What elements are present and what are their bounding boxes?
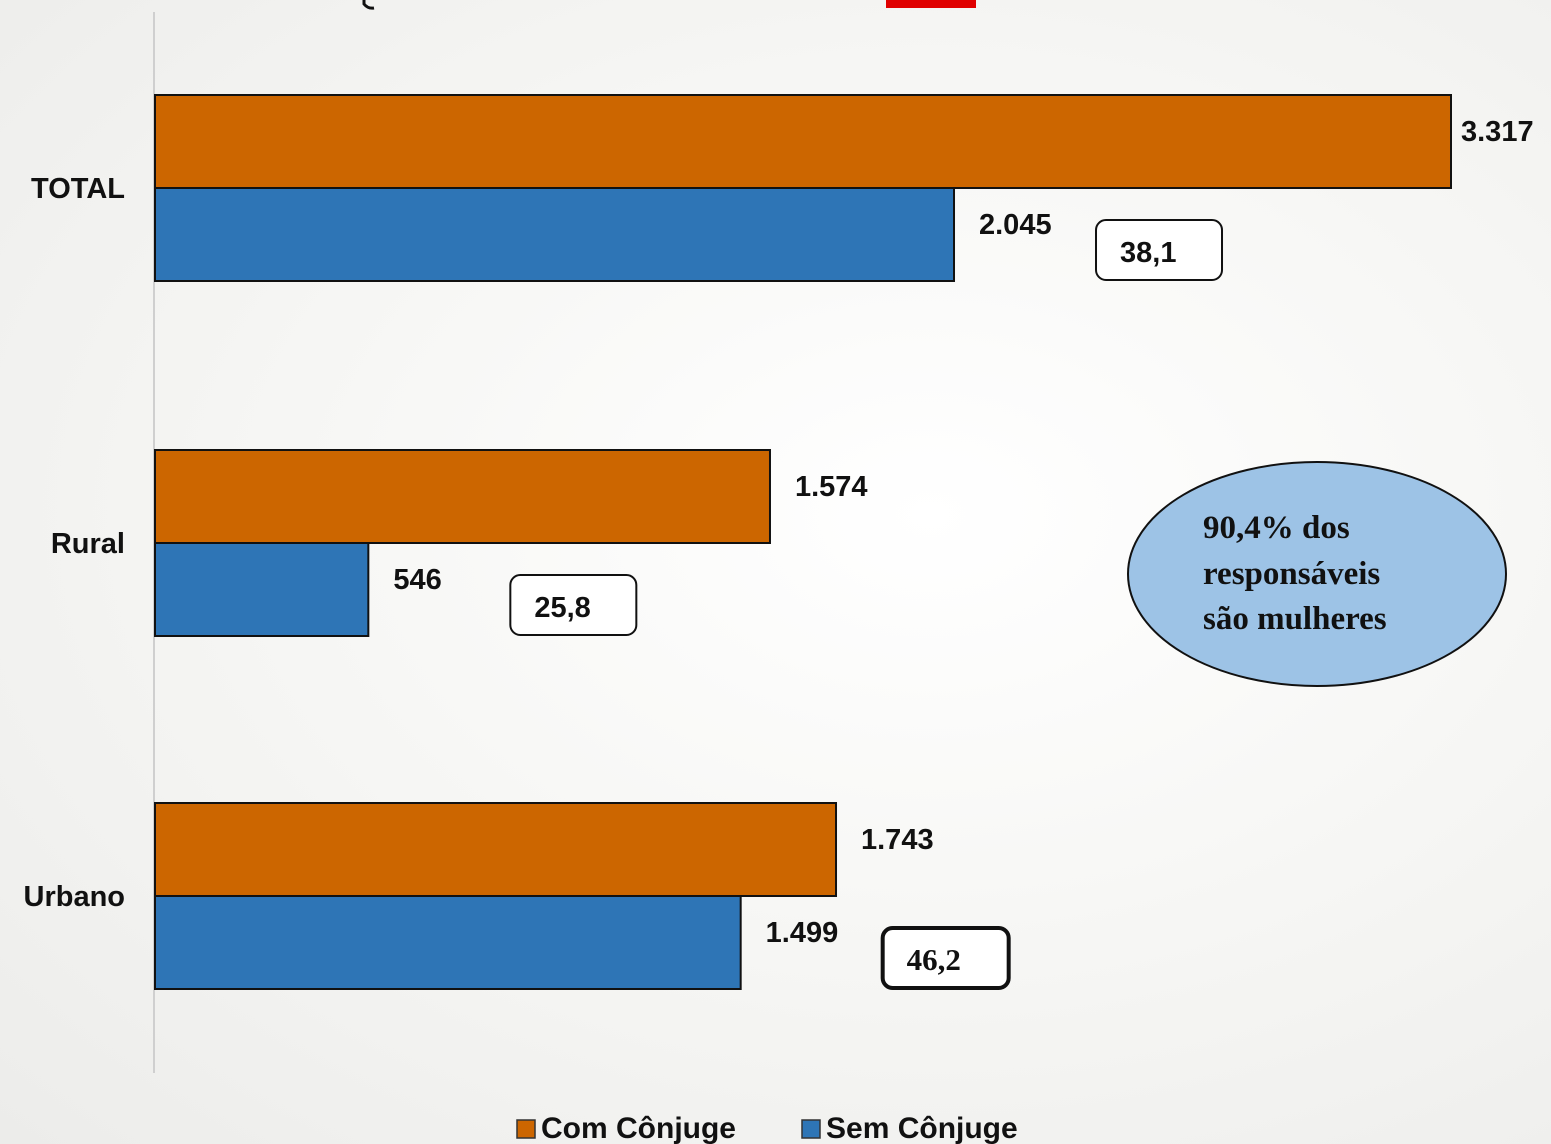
bar-total-com-conjuge bbox=[154, 94, 1452, 189]
legend-swatch-sem-conjuge bbox=[801, 1119, 821, 1139]
percent-box-total bbox=[1095, 219, 1224, 281]
legend: Com Cônjuge Sem Cônjuge bbox=[516, 1112, 1018, 1144]
bar-total-sem-conjuge bbox=[154, 187, 956, 282]
percent-box-text-total: 38,1 bbox=[1120, 237, 1176, 269]
value-label-rural-com-conjuge: 1.574 bbox=[795, 471, 868, 503]
value-label-urbano-com-conjuge: 1.743 bbox=[861, 824, 934, 856]
title-remnant-mark bbox=[886, 0, 976, 8]
category-label-total: TOTAL bbox=[31, 173, 125, 205]
legend-swatch-com-conjuge bbox=[516, 1119, 536, 1139]
value-label-total-sem-conjuge: 2.045 bbox=[979, 209, 1052, 241]
note-line-2: responsáveis bbox=[1203, 556, 1380, 592]
percent-box-rural bbox=[509, 574, 638, 636]
value-label-rural-sem-conjuge: 546 bbox=[393, 564, 441, 596]
bar-urbano-com-conjuge bbox=[154, 802, 838, 897]
value-label-total-com-conjuge: 3.317 bbox=[1461, 116, 1534, 148]
note-ellipse bbox=[1127, 461, 1507, 687]
percent-box-text-rural: 25,8 bbox=[534, 592, 590, 624]
title-remnant-glyph bbox=[362, 0, 375, 10]
value-labels-group: 3.317 2.045 1.574 546 1.743 1.499 bbox=[393, 116, 1533, 949]
note-callout: 90,4% dos responsáveis são mulheres bbox=[1127, 461, 1507, 687]
bar-rural-sem-conjuge bbox=[154, 542, 370, 637]
category-label-rural: Rural bbox=[51, 528, 125, 560]
category-label-urbano: Urbano bbox=[24, 881, 126, 913]
legend-label-com-conjuge: Com Cônjuge bbox=[541, 1112, 736, 1144]
legend-label-sem-conjuge: Sem Cônjuge bbox=[826, 1112, 1018, 1144]
percent-box-urbano bbox=[880, 926, 1011, 990]
category-labels-group: TOTAL Rural Urbano bbox=[24, 173, 126, 913]
bar-rural-com-conjuge bbox=[154, 449, 771, 544]
percent-box-text-urbano: 46,2 bbox=[907, 942, 961, 977]
value-label-urbano-sem-conjuge: 1.499 bbox=[766, 917, 839, 949]
note-line-1: 90,4% dos bbox=[1203, 510, 1350, 546]
percent-boxes-group: 38,1 25,8 46,2 bbox=[509, 219, 1224, 990]
note-line-3: são mulheres bbox=[1203, 601, 1387, 637]
bars-group bbox=[154, 94, 1452, 990]
bar-urbano-sem-conjuge bbox=[154, 895, 742, 990]
